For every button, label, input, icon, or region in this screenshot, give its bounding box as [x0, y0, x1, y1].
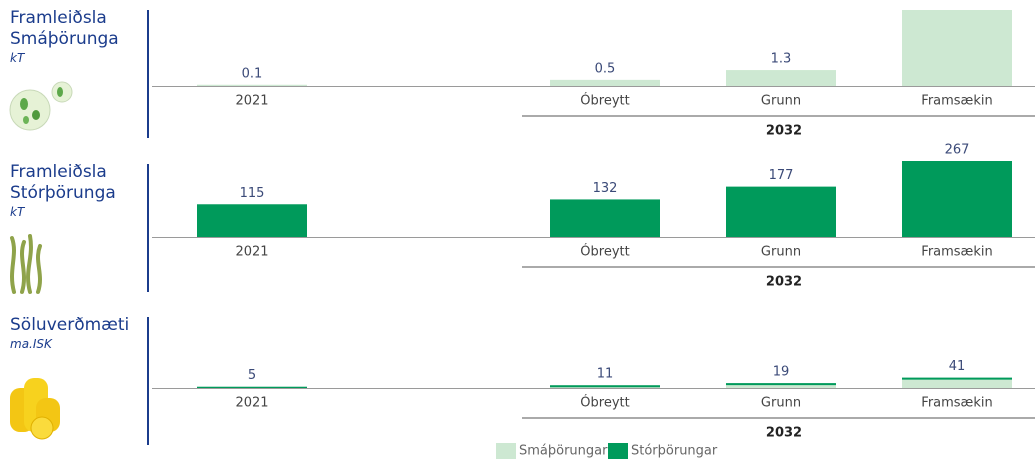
icon-microalgae — [10, 82, 72, 130]
group-label: 2032 — [766, 426, 802, 441]
x-tick-label: Grunn — [761, 245, 801, 260]
legend-label: Stórþörungar — [631, 444, 718, 459]
bar — [197, 85, 307, 86]
bar — [550, 80, 660, 86]
x-tick-label: Framsækin — [921, 245, 992, 260]
icon-seaweed — [12, 236, 40, 292]
icon-coins — [10, 378, 60, 439]
bar — [902, 161, 1012, 237]
x-tick-label: Framsækin — [921, 94, 992, 109]
value-label: 132 — [593, 181, 618, 196]
x-tick-label: 2021 — [235, 94, 268, 109]
x-tick-label: Óbreytt — [580, 93, 629, 109]
group-label: 2032 — [766, 275, 802, 290]
bar — [550, 199, 660, 237]
panel-unit: kT — [10, 205, 24, 219]
value-label: 5 — [248, 368, 256, 383]
bar — [902, 10, 1012, 86]
x-tick-label: Grunn — [761, 396, 801, 411]
value-label: 267 — [945, 143, 970, 158]
value-label: 11 — [597, 367, 614, 382]
value-label: 115 — [240, 186, 265, 201]
bar — [726, 70, 836, 86]
x-tick-label: Framsækin — [921, 396, 992, 411]
chart: 0.1 2021 0.5 Óbreytt 1.3 Grunn Framsækin 2032 11… — [0, 0, 1035, 461]
value-label: 19 — [773, 365, 790, 380]
value-label: 177 — [769, 168, 794, 183]
panel-unit: ma.ISK — [10, 337, 52, 351]
panel-title: Söluverðmæti — [10, 315, 142, 336]
x-tick-label: 2021 — [235, 396, 268, 411]
value-label: 41 — [949, 359, 966, 374]
legend-swatch — [608, 443, 628, 459]
panel-unit: kT — [10, 51, 24, 65]
value-label: 1.3 — [771, 52, 792, 67]
value-label: 0.5 — [595, 61, 616, 76]
x-tick-label: Óbreytt — [580, 244, 629, 260]
value-label: 0.1 — [242, 66, 263, 81]
panel-title: Framleiðsla Smáþörunga — [10, 8, 142, 50]
x-tick-label: Óbreytt — [580, 395, 629, 411]
page: 0.1 2021 0.5 Óbreytt 1.3 Grunn Framsækin 2032 11… — [0, 0, 1035, 461]
x-tick-label: Grunn — [761, 94, 801, 109]
legend-swatch — [496, 443, 516, 459]
x-tick-label: 2021 — [235, 245, 268, 260]
panel-title: Framleiðsla Stórþörunga — [10, 162, 142, 204]
bar — [197, 204, 307, 237]
legend-label: Smáþörungar — [519, 444, 608, 459]
group-label: 2032 — [766, 124, 802, 139]
bar — [726, 187, 836, 237]
